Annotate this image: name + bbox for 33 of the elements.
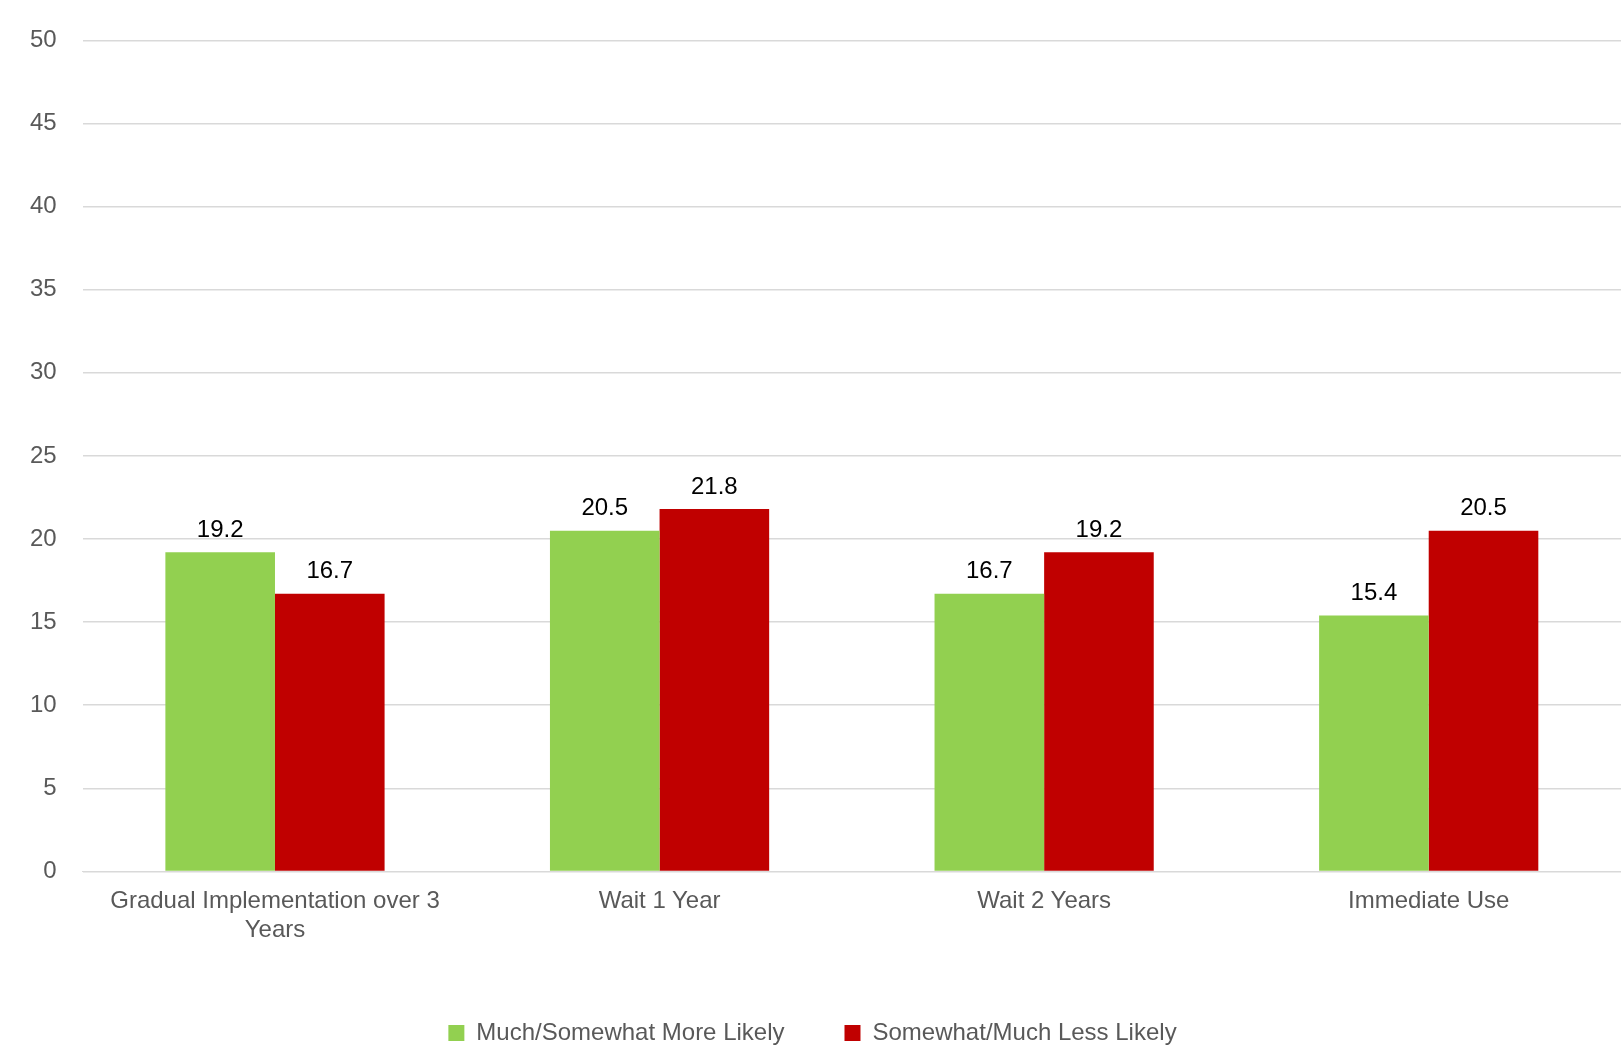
data-label: 19.2 — [1075, 514, 1123, 542]
bar — [274, 593, 385, 871]
data-label: 16.7 — [965, 556, 1013, 584]
y-tick-label: 40 — [29, 191, 57, 219]
y-tick-label: 30 — [29, 357, 57, 385]
bar — [165, 552, 275, 871]
legend-label: Much/Somewhat More Likely — [476, 1017, 785, 1045]
legend-label: Somewhat/Much Less Likely — [872, 1017, 1177, 1045]
y-tick-label: 25 — [29, 440, 57, 468]
x-tick-label: Wait 1 Year — [598, 886, 721, 914]
x-tick-label: Wait 2 Years — [977, 886, 1112, 914]
x-tick-label: Immediate Use — [1348, 886, 1510, 914]
data-label: 19.2 — [196, 514, 244, 542]
bar — [1428, 530, 1539, 871]
y-tick-label: 45 — [29, 108, 57, 136]
x-tick-label: Gradual Implementation over 3 Years — [110, 886, 440, 943]
bar — [1319, 615, 1429, 871]
bar — [934, 593, 1045, 871]
data-label: 20.5 — [1460, 493, 1507, 521]
data-label: 20.5 — [581, 493, 629, 521]
y-tick-label: 35 — [29, 274, 57, 302]
y-tick-label: 0 — [43, 856, 57, 884]
bar — [1044, 552, 1154, 871]
data-label: 21.8 — [691, 471, 738, 499]
y-tick-label: 15 — [29, 606, 57, 634]
bar — [659, 509, 770, 871]
y-tick-label: 50 — [29, 25, 57, 53]
y-tick-label: 20 — [29, 523, 57, 551]
data-label: 16.7 — [306, 556, 354, 584]
data-label: 15.4 — [1350, 578, 1398, 606]
y-tick-label: 5 — [43, 772, 57, 800]
y-tick-label: 10 — [29, 689, 57, 717]
bar — [549, 530, 660, 871]
